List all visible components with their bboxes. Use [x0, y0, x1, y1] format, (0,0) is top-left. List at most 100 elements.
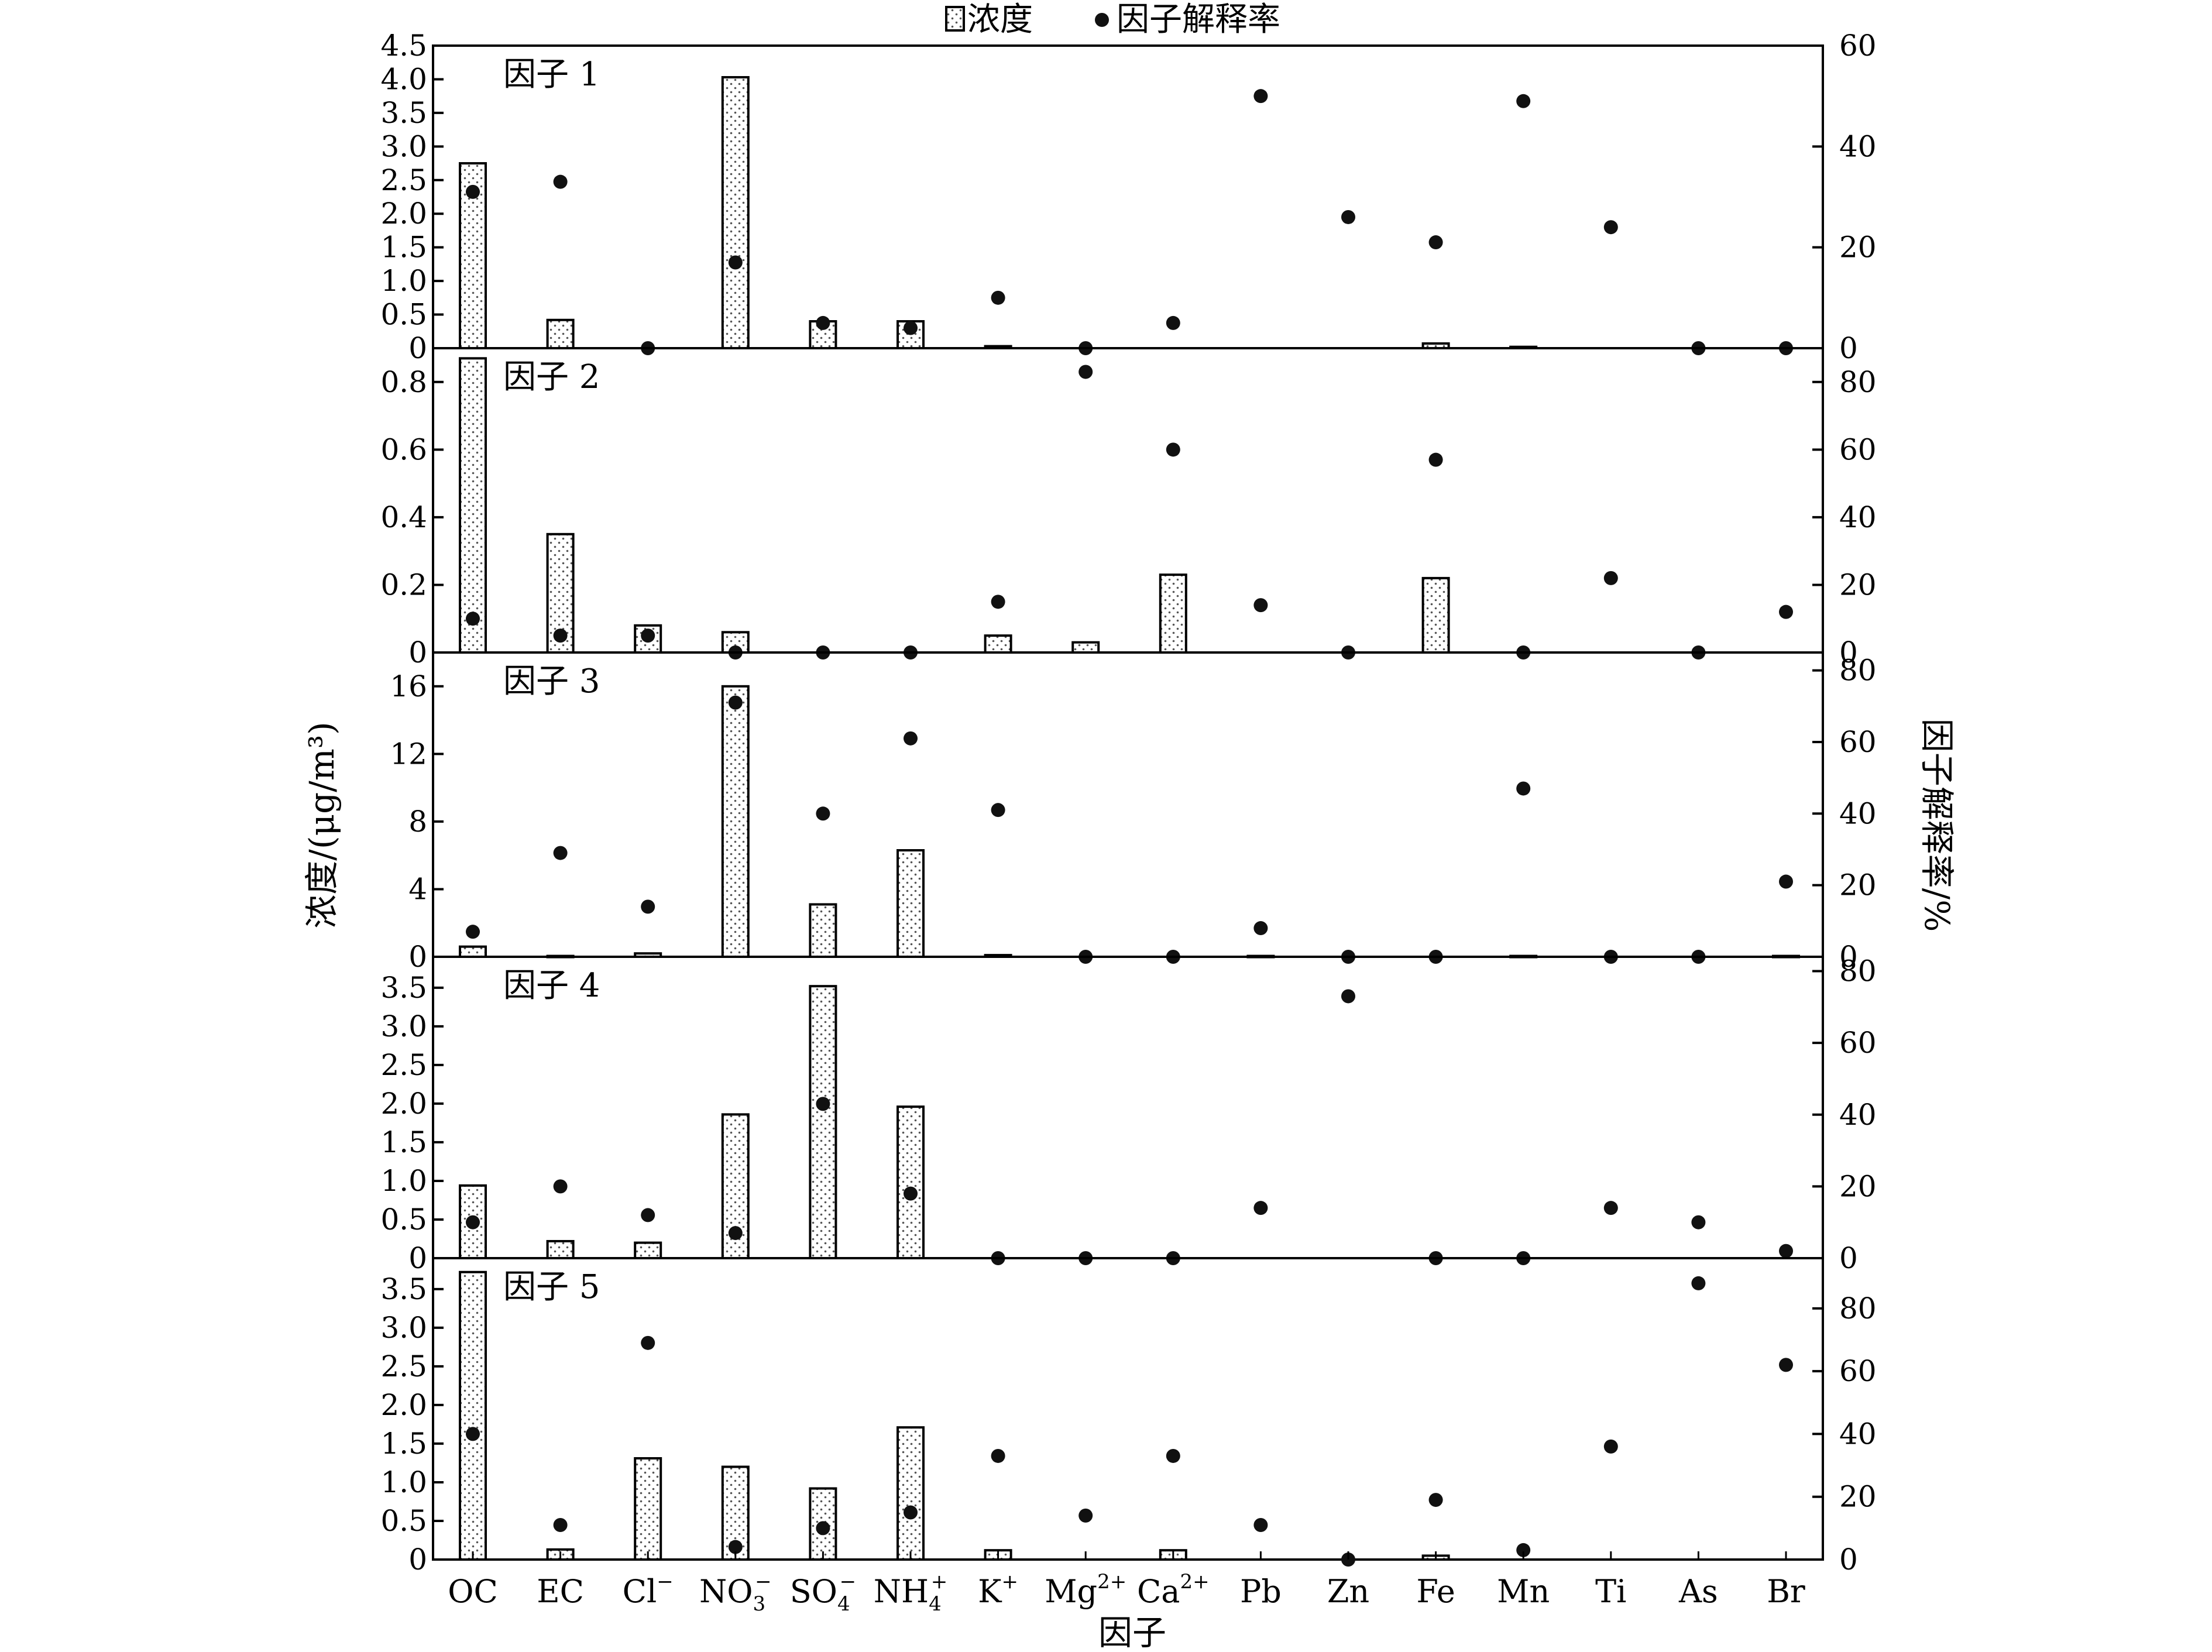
concentration-bar: [721, 685, 750, 959]
legend-bar-label: 浓度: [967, 1, 1033, 39]
right-tick-label: 40: [1839, 129, 1877, 163]
variance-dot: [553, 174, 568, 189]
variance-dot: [816, 315, 830, 330]
left-tick-label: 1.5: [380, 1125, 427, 1159]
concentration-bar: [897, 1105, 925, 1259]
variance-dot: [1166, 1448, 1180, 1463]
left-tick-label: 1.0: [380, 264, 427, 298]
x-category-label: K+: [978, 1570, 1018, 1610]
variance-dot: [1428, 1493, 1443, 1507]
variance-dot: [641, 1335, 655, 1350]
variance-dot: [1691, 1215, 1706, 1229]
left-tick-label: 0: [408, 1543, 427, 1577]
variance-dot: [466, 925, 480, 939]
right-tick-label: 60: [1839, 1026, 1877, 1060]
variance-dot: [1253, 89, 1268, 104]
variance-dot: [728, 1540, 743, 1554]
variance-dot: [991, 1448, 1005, 1463]
variance-dot: [1341, 209, 1355, 224]
concentration-bar: [897, 849, 925, 958]
variance-dot: [553, 628, 568, 643]
variance-dot: [466, 1215, 480, 1229]
variance-dot: [904, 1505, 918, 1520]
variance-dot: [641, 899, 655, 914]
variance-dot: [1253, 1201, 1268, 1215]
variance-dot: [1253, 921, 1268, 936]
x-category-label: Br: [1767, 1573, 1805, 1610]
variance-dot: [1603, 571, 1618, 585]
right-tick-label: 60: [1839, 1354, 1877, 1388]
right-tick-label: 20: [1839, 568, 1877, 602]
variance-dot: [904, 731, 918, 746]
left-tick-label: 2.0: [380, 1087, 427, 1121]
y-axis-title-left: 浓度/(μg/m³): [302, 722, 342, 928]
concentration-bar: [1159, 573, 1187, 654]
left-tick-label: 16: [390, 669, 427, 703]
panel-label: 因子 5: [503, 1268, 600, 1306]
concentration-bar: [1421, 576, 1450, 654]
left-tick-label: 1.0: [380, 1164, 427, 1198]
right-tick-label: 40: [1839, 796, 1877, 830]
right-tick-label: 60: [1839, 725, 1877, 759]
left-tick-label: 0.2: [380, 568, 427, 602]
variance-dot: [816, 1521, 830, 1536]
variance-dot: [1779, 874, 1793, 889]
panel-frame: [432, 651, 1824, 958]
concentration-bar: [546, 1239, 575, 1260]
left-tick-label: 4: [408, 872, 427, 906]
right-tick-label: 80: [1839, 1292, 1877, 1325]
variance-dot: [1603, 1439, 1618, 1454]
variance-dot: [641, 1208, 655, 1222]
variance-dot: [466, 612, 480, 626]
left-tick-label: 3.0: [380, 1009, 427, 1043]
left-tick-label: 12: [390, 737, 427, 771]
concentration-bar: [459, 945, 487, 958]
variance-dot: [991, 595, 1005, 609]
left-tick-label: 0: [408, 940, 427, 974]
left-tick-label: 4.5: [380, 29, 427, 63]
x-category-label: Ca2+: [1137, 1570, 1210, 1610]
legend-dot-label: 因子解释率: [1117, 1, 1280, 39]
variance-dot: [728, 695, 743, 710]
variance-dot: [1603, 1201, 1618, 1215]
variance-dot: [1428, 235, 1443, 250]
panel-frame: [432, 347, 1824, 654]
concentration-bar: [897, 1426, 925, 1561]
variance-dot: [1516, 781, 1531, 796]
left-tick-label: 3.0: [380, 1311, 427, 1345]
concentration-bar: [809, 903, 837, 959]
variance-dot: [904, 321, 918, 335]
panel-frame: [432, 1257, 1824, 1561]
x-category-label: Fe: [1416, 1573, 1455, 1610]
left-tick-label: 2.5: [380, 1048, 427, 1082]
left-tick-label: 0: [408, 331, 427, 365]
variance-dot: [1341, 989, 1355, 1004]
left-tick-label: 8: [408, 805, 427, 839]
right-tick-label: 80: [1839, 654, 1877, 688]
x-category-label: Ti: [1595, 1573, 1626, 1610]
variance-dot: [1779, 1358, 1793, 1372]
left-tick-label: 0.4: [380, 500, 427, 534]
x-category-label: Pb: [1240, 1573, 1282, 1610]
legend: 浓度 因子解释率: [945, 1, 1280, 39]
right-tick-label: 40: [1839, 500, 1877, 534]
left-tick-label: 1.5: [380, 1427, 427, 1461]
concentration-bar: [634, 1457, 662, 1561]
variance-dot: [553, 1179, 568, 1194]
variance-dot: [1078, 1508, 1093, 1523]
left-tick-label: 0.5: [380, 298, 427, 332]
left-tick-label: 0: [408, 636, 427, 669]
x-axis-title: 因子: [1098, 1613, 1166, 1652]
variance-dot: [816, 1097, 830, 1111]
left-tick-label: 0: [408, 1241, 427, 1275]
x-category-label: Mg2+: [1045, 1570, 1126, 1610]
concentration-bar: [634, 1241, 662, 1260]
variance-dot: [1779, 605, 1793, 619]
concentration-bar: [984, 634, 1012, 654]
panel-label: 因子 1: [503, 56, 600, 94]
concentration-bar: [809, 985, 837, 1259]
concentration-bar: [1071, 641, 1100, 654]
left-tick-label: 1.5: [380, 231, 427, 265]
variance-dot: [1166, 442, 1180, 457]
